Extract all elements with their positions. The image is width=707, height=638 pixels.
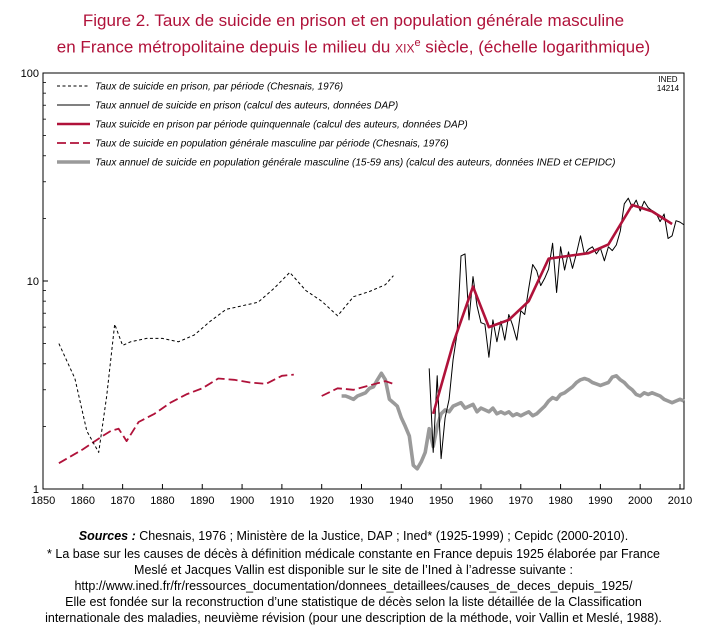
series-general-annual-line xyxy=(341,371,685,471)
title-line-2-end: siècle, (échelle logarithmique) xyxy=(420,37,651,57)
x-tick-label: 1990 xyxy=(588,495,612,507)
y-tick-label: 10 xyxy=(27,276,39,288)
ined-code-line-2: 14214 xyxy=(657,84,680,93)
series-prison-quinquennal-line xyxy=(431,203,673,415)
x-tick-label: 1970 xyxy=(509,495,533,507)
footnote: * La base sur les causes de décès à défi… xyxy=(0,546,707,626)
legend: Taux de suicide en prison, par période (… xyxy=(57,82,616,169)
x-tick-label: 1870 xyxy=(110,495,134,507)
legend-label: Taux de suicide en population générale m… xyxy=(95,139,449,150)
x-tick-label: 1950 xyxy=(429,495,453,507)
footnote-line: Meslé et Jacques Vallin est disponible s… xyxy=(134,563,573,577)
x-tick-label: 1940 xyxy=(389,495,413,507)
x-tick-label: 1920 xyxy=(309,495,333,507)
sources-text: Chesnais, 1976 ; Ministère de la Justice… xyxy=(135,529,629,543)
legend-label: Taux annuel de suicide en prison (calcul… xyxy=(95,101,398,112)
x-tick-label: 1910 xyxy=(270,495,294,507)
sources-line: Sources : Chesnais, 1976 ; Ministère de … xyxy=(0,528,707,544)
sources-label: Sources : xyxy=(78,529,136,543)
x-tick-label: 1900 xyxy=(230,495,254,507)
series-layer xyxy=(58,197,685,471)
x-tick-label: 1880 xyxy=(150,495,174,507)
title-century-suffix: e xyxy=(414,37,421,49)
footnote-line: http://www.ined.fr/fr/ressources_documen… xyxy=(74,579,633,593)
footnote-line: * La base sur les causes de décès à défi… xyxy=(47,547,660,561)
chart-title-line-1: Figure 2. Taux de suicide en prison et e… xyxy=(82,11,625,30)
y-tick-label: 100 xyxy=(21,68,39,80)
series-prison-period-line xyxy=(58,271,394,453)
x-tick-label: 1890 xyxy=(190,495,214,507)
series-general-period-line xyxy=(58,373,294,464)
axis-ticks: 1850 1860 1870 1880 1890 1900 1910 1920 1930 1940… xyxy=(21,68,693,507)
title-line-2-start: en France métropolitaine depuis le milie… xyxy=(56,37,396,57)
legend-label: Taux suicide en prison par période quinq… xyxy=(95,120,468,131)
x-tick-label: 1930 xyxy=(349,495,373,507)
x-tick-label: 2000 xyxy=(628,495,652,507)
x-tick-label: 2010 xyxy=(668,495,692,507)
chart-title-line-2: en France métropolitaine depuis le milie… xyxy=(0,32,707,59)
x-tick-label: 1850 xyxy=(31,495,55,507)
footnote-line: internationale des maladies, neuvième ré… xyxy=(45,611,662,625)
chart-svg: 1850 1860 1870 1880 1890 1900 1910 1920 1930 1940… xyxy=(21,68,693,507)
x-tick-label: 1860 xyxy=(71,495,95,507)
title-century: xix xyxy=(395,37,415,57)
y-tick-label: 1 xyxy=(33,484,39,496)
x-tick-label: 1980 xyxy=(548,495,572,507)
series-general-period-line xyxy=(321,380,394,397)
x-tick-label: 1960 xyxy=(469,495,493,507)
series-prison-annual-line xyxy=(428,197,685,460)
ined-code-line-1: INED xyxy=(658,75,677,84)
legend-label: Taux de suicide en prison, par période (… xyxy=(95,82,343,93)
plot-area xyxy=(42,72,685,490)
footnote-line: Elle est fondée sur la reconstruction d’… xyxy=(65,595,642,609)
legend-label: Taux annuel de suicide en population gén… xyxy=(95,158,616,169)
